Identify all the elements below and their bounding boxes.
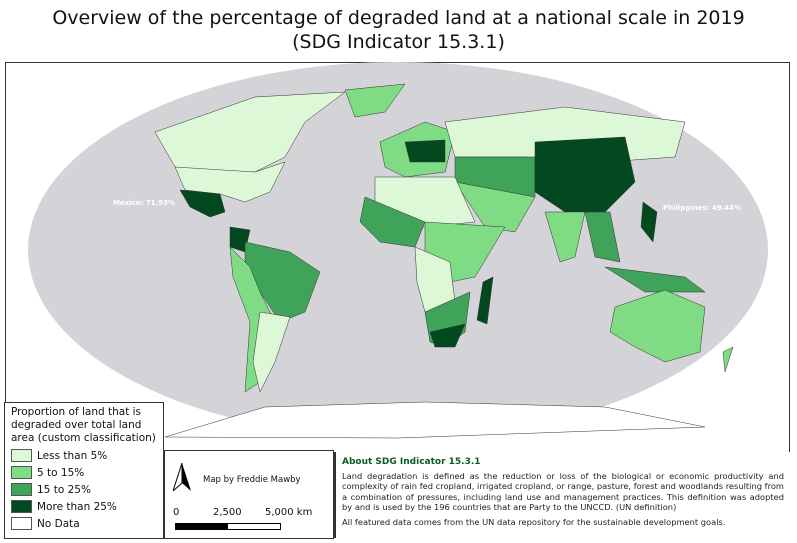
world-map: Mexico: 71.93% Philippines: 49.44% (28, 62, 768, 439)
region-se-asia (584, 211, 621, 263)
legend-item: 15 to 25% (11, 481, 157, 498)
legend-swatch (11, 517, 32, 530)
country-south-africa (429, 323, 466, 348)
legend-label: More than 25% (37, 500, 117, 513)
legend-label: No Data (37, 517, 80, 530)
about-source: All featured data comes from the UN data… (342, 516, 726, 527)
philippines-label: Philippines: 49.44% (663, 204, 741, 212)
title-line-1: Overview of the percentage of degraded l… (52, 7, 745, 29)
country-greenland (344, 83, 406, 118)
legend-item: No Data (11, 515, 157, 532)
region-indonesia (604, 266, 706, 293)
country-madagascar (476, 276, 494, 325)
mexico-label: Mexico: 71.93% (113, 199, 175, 207)
country-mexico (179, 189, 226, 218)
north-arrow-icon (173, 463, 191, 491)
region-europe-east (404, 139, 446, 163)
country-argentina (252, 311, 291, 393)
country-new-zealand (722, 346, 734, 373)
legend-label: Less than 5% (37, 449, 108, 462)
legend-label: 5 to 15% (37, 466, 85, 479)
legend-item: 5 to 15% (11, 464, 157, 481)
scale-label-2500: 2,500 (213, 507, 242, 518)
legend-swatch (11, 466, 32, 479)
about-definition: Land degradation is defined as the reduc… (342, 470, 784, 513)
legend-item: More than 25% (11, 498, 157, 515)
scale-bar (175, 523, 281, 530)
scale-label-5000: 5,000 km (265, 507, 313, 518)
title-line-2: (SDG Indicator 15.3.1) (292, 31, 505, 53)
legend-title: Proportion of land that is degraded over… (11, 406, 156, 444)
country-philippines (640, 201, 658, 243)
country-india (544, 211, 586, 263)
about-panel: About SDG Indicator 15.3.1 Land degradat… (334, 452, 790, 538)
region-west-africa (359, 196, 426, 248)
about-heading: About SDG Indicator 15.3.1 (342, 457, 481, 467)
legend-swatch (11, 449, 32, 462)
scale-label-0: 0 (173, 507, 180, 518)
legend-swatch (11, 500, 32, 513)
country-australia (609, 289, 706, 363)
author-credit: Map by Freddie Mawby (203, 475, 301, 485)
region-middle-east (454, 181, 536, 233)
antarctica (164, 401, 706, 439)
legend: Proportion of land that is degraded over… (4, 402, 164, 539)
credit-box: Map by Freddie Mawby 0 2,500 5,000 km (164, 450, 334, 539)
map-title: Overview of the percentage of degraded l… (0, 6, 797, 54)
legend-item: Less than 5% (11, 447, 157, 464)
legend-label: 15 to 25% (37, 483, 91, 496)
legend-swatch (11, 483, 32, 496)
